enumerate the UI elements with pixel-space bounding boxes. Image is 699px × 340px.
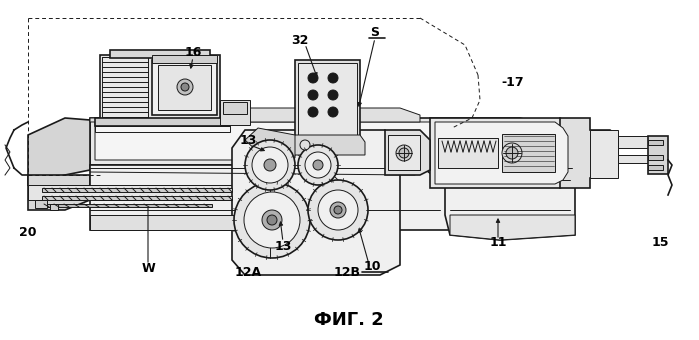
- Bar: [95, 118, 230, 126]
- Text: 13: 13: [239, 135, 257, 148]
- Polygon shape: [420, 165, 575, 240]
- Circle shape: [328, 73, 338, 83]
- Text: 12B: 12B: [333, 267, 361, 279]
- Circle shape: [502, 143, 522, 163]
- Bar: [618, 136, 648, 148]
- Bar: [35, 200, 47, 208]
- Bar: [158, 65, 211, 110]
- Circle shape: [399, 148, 409, 158]
- Bar: [100, 55, 220, 120]
- Circle shape: [313, 160, 323, 170]
- Polygon shape: [90, 108, 420, 122]
- Polygon shape: [95, 122, 538, 160]
- Circle shape: [308, 73, 318, 83]
- Polygon shape: [385, 130, 430, 175]
- Circle shape: [506, 147, 518, 159]
- Bar: [102, 57, 148, 117]
- Bar: [295, 60, 360, 138]
- Text: W: W: [141, 261, 155, 274]
- Bar: [152, 60, 217, 115]
- Text: ФИГ. 2: ФИГ. 2: [314, 311, 384, 329]
- Circle shape: [244, 192, 300, 248]
- Polygon shape: [90, 118, 548, 165]
- Polygon shape: [28, 175, 90, 210]
- Bar: [110, 50, 210, 58]
- Polygon shape: [90, 215, 240, 230]
- Text: S: S: [370, 26, 380, 38]
- Polygon shape: [560, 118, 618, 188]
- Circle shape: [300, 140, 310, 150]
- Circle shape: [264, 159, 276, 171]
- Circle shape: [328, 107, 338, 117]
- Text: 15: 15: [651, 236, 669, 249]
- Circle shape: [334, 206, 342, 214]
- Text: 20: 20: [20, 225, 37, 238]
- Bar: [50, 204, 58, 210]
- Circle shape: [252, 147, 288, 183]
- Text: 12A: 12A: [234, 267, 261, 279]
- Polygon shape: [245, 128, 295, 158]
- Circle shape: [305, 152, 331, 178]
- Bar: [42, 196, 232, 200]
- Polygon shape: [430, 118, 575, 188]
- Circle shape: [308, 90, 318, 100]
- Circle shape: [245, 140, 295, 190]
- Circle shape: [298, 145, 338, 185]
- Circle shape: [318, 190, 358, 230]
- Text: -17: -17: [502, 75, 524, 88]
- Circle shape: [181, 83, 189, 91]
- Text: 10: 10: [363, 259, 381, 272]
- Polygon shape: [90, 165, 450, 230]
- Circle shape: [396, 145, 412, 161]
- Bar: [95, 126, 230, 132]
- Text: 13: 13: [274, 239, 291, 253]
- Polygon shape: [28, 185, 240, 200]
- Bar: [648, 165, 663, 170]
- Bar: [648, 136, 668, 174]
- Text: 16: 16: [185, 46, 202, 58]
- Circle shape: [328, 90, 338, 100]
- Bar: [42, 204, 212, 207]
- Polygon shape: [435, 122, 568, 184]
- Polygon shape: [28, 118, 90, 185]
- Bar: [438, 138, 498, 168]
- Bar: [220, 100, 250, 125]
- Polygon shape: [290, 135, 365, 155]
- Bar: [223, 102, 247, 114]
- Text: 11: 11: [489, 237, 507, 250]
- Bar: [502, 134, 555, 172]
- Bar: [590, 130, 618, 178]
- Circle shape: [262, 210, 282, 230]
- Polygon shape: [450, 215, 575, 240]
- Circle shape: [308, 107, 318, 117]
- Bar: [618, 155, 648, 163]
- Bar: [298, 63, 357, 135]
- Circle shape: [177, 79, 193, 95]
- Bar: [388, 135, 420, 170]
- Circle shape: [330, 202, 346, 218]
- Bar: [648, 140, 663, 145]
- Circle shape: [267, 215, 277, 225]
- Bar: [152, 55, 217, 63]
- Text: 32: 32: [291, 34, 309, 47]
- Polygon shape: [232, 130, 400, 275]
- Circle shape: [308, 180, 368, 240]
- Circle shape: [234, 182, 310, 258]
- Bar: [648, 155, 663, 160]
- Bar: [42, 188, 232, 192]
